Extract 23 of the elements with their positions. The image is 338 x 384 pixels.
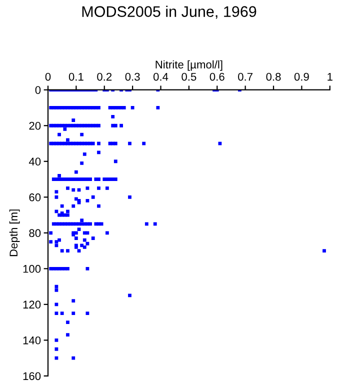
y-axis-title: Depth [m] xyxy=(9,210,20,256)
x-tick-label: 0.3 xyxy=(125,72,140,81)
y-tick-label: 20 xyxy=(29,122,41,130)
y-tick-label: 60 xyxy=(29,193,41,202)
x-tick-label: 0.7 xyxy=(238,72,252,81)
y-tick-label: 0 xyxy=(35,86,41,94)
x-tick-label: 0 xyxy=(45,72,51,81)
x-tick-label: 0.8 xyxy=(266,72,281,81)
y-tick-label: 160 xyxy=(23,372,41,380)
chart-title: MODS2005 in June, 1969 xyxy=(82,6,256,19)
x-tick-label: 0.5 xyxy=(182,72,196,81)
y-tick-label: 120 xyxy=(23,300,41,309)
y-tick-label: 100 xyxy=(23,264,41,273)
x-tick-label: 1 xyxy=(328,72,332,81)
x-tick-label: 0.1 xyxy=(68,72,84,81)
y-tick-label: 80 xyxy=(29,229,41,238)
x-tick-label: 0.4 xyxy=(153,72,168,81)
x-tick-label: 0.6 xyxy=(210,72,224,81)
x-tick-label: 0.2 xyxy=(97,72,112,81)
y-tick-label: 140 xyxy=(23,336,41,344)
y-tick-label: 40 xyxy=(28,158,41,166)
x-tick-label: 0.9 xyxy=(294,72,309,81)
x-axis-title: Nitrite [µmol/l] xyxy=(156,60,222,71)
